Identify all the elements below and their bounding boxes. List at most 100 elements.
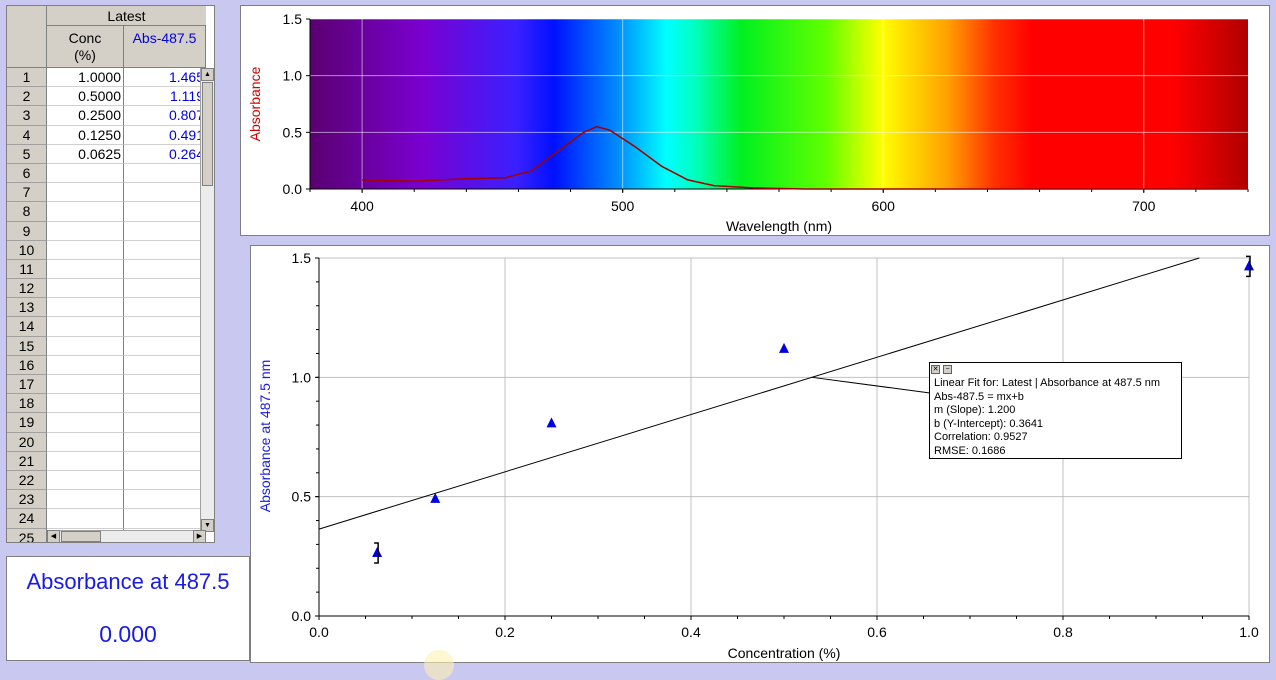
- conc-cell[interactable]: 0.2500: [47, 106, 124, 126]
- row-number[interactable]: 4: [7, 125, 47, 145]
- conc-cell[interactable]: [47, 317, 124, 337]
- row-number[interactable]: 1: [7, 68, 47, 88]
- abs-cell[interactable]: [124, 260, 206, 280]
- table-row[interactable]: 8: [7, 202, 206, 222]
- row-number[interactable]: 17: [7, 375, 47, 395]
- table-row[interactable]: 10: [7, 240, 206, 260]
- table-row[interactable]: 16: [7, 355, 206, 375]
- minimize-icon[interactable]: −: [943, 365, 952, 374]
- abs-cell[interactable]: [124, 471, 206, 491]
- row-number[interactable]: 23: [7, 490, 47, 510]
- table-row[interactable]: 24: [7, 509, 206, 529]
- conc-cell[interactable]: [47, 298, 124, 318]
- table-row[interactable]: 14: [7, 317, 206, 337]
- table-row[interactable]: 12: [7, 279, 206, 299]
- abs-cell[interactable]: 0.491: [124, 126, 206, 145]
- table-row[interactable]: 9: [7, 221, 206, 241]
- data-point[interactable]: [1244, 260, 1254, 271]
- conc-cell[interactable]: [47, 490, 124, 510]
- conc-cell[interactable]: 0.5000: [47, 87, 124, 107]
- conc-cell[interactable]: [47, 470, 124, 491]
- conc-cell[interactable]: [47, 279, 124, 299]
- table-row[interactable]: 25: [7, 528, 206, 542]
- row-number[interactable]: 16: [7, 355, 47, 375]
- row-number[interactable]: 3: [7, 106, 47, 126]
- row-number[interactable]: 20: [7, 432, 47, 452]
- row-number[interactable]: 9: [7, 221, 47, 241]
- row-number[interactable]: 12: [7, 279, 47, 299]
- table-row[interactable]: 22: [7, 470, 206, 491]
- conc-cell[interactable]: 0.1250: [47, 125, 124, 145]
- abs-cell[interactable]: [124, 452, 206, 471]
- table-row[interactable]: 21: [7, 451, 206, 471]
- horizontal-scroll-thumb[interactable]: [61, 531, 101, 542]
- conc-cell[interactable]: [47, 394, 124, 414]
- conc-cell[interactable]: [47, 221, 124, 241]
- beer-law-graph[interactable]: 0.0 0.2 0.4 0.6 0.8 1.0 0.0 0.5 1.0 1.5 Concentra…: [251, 246, 1271, 664]
- row-number[interactable]: 8: [7, 202, 47, 222]
- close-icon[interactable]: ✕: [931, 365, 940, 374]
- row-number[interactable]: 13: [7, 298, 47, 318]
- table-row[interactable]: 17: [7, 375, 206, 395]
- abs-cell[interactable]: [124, 164, 206, 184]
- abs-cell[interactable]: 1.119: [124, 87, 206, 107]
- scroll-right-arrow-icon[interactable]: ▶: [193, 530, 206, 542]
- row-number[interactable]: 10: [7, 240, 47, 260]
- conc-cell[interactable]: [47, 183, 124, 203]
- absorbance-meter[interactable]: Absorbance at 487.5 0.000: [6, 556, 250, 661]
- table-row[interactable]: 13: [7, 298, 206, 318]
- table-row[interactable]: 11: [7, 259, 206, 280]
- row-number[interactable]: 14: [7, 317, 47, 337]
- table-row[interactable]: 4 0.1250 0.491: [7, 125, 206, 145]
- abs-column-header[interactable]: Abs-487.5: [124, 26, 206, 68]
- abs-cell[interactable]: [124, 202, 206, 222]
- data-point[interactable]: [779, 342, 789, 353]
- linear-fit-annotation[interactable]: ✕ − Linear Fit for: Latest | Absorbance …: [929, 362, 1182, 459]
- conc-cell[interactable]: [47, 413, 124, 433]
- row-number[interactable]: 2: [7, 87, 47, 107]
- table-row[interactable]: 15: [7, 336, 206, 356]
- abs-cell[interactable]: [124, 394, 206, 414]
- abs-cell[interactable]: 0.264: [124, 145, 206, 164]
- conc-cell[interactable]: [47, 336, 124, 356]
- conc-cell[interactable]: [47, 202, 124, 222]
- row-number[interactable]: 5: [7, 144, 47, 164]
- row-number[interactable]: 21: [7, 451, 47, 471]
- row-number[interactable]: 25: [7, 528, 47, 542]
- horizontal-scrollbar[interactable]: ◀ ▶: [47, 530, 206, 542]
- table-row[interactable]: 23: [7, 490, 206, 510]
- vertical-scrollbar[interactable]: ▲ ▼: [200, 68, 214, 532]
- abs-cell[interactable]: [124, 356, 206, 375]
- abs-cell[interactable]: [124, 222, 206, 241]
- table-row[interactable]: 1 1.0000 1.465: [7, 68, 206, 88]
- abs-cell[interactable]: [124, 509, 206, 529]
- abs-cell[interactable]: [124, 183, 206, 203]
- scroll-up-arrow-icon[interactable]: ▲: [201, 68, 214, 81]
- conc-cell[interactable]: 1.0000: [47, 68, 124, 88]
- row-number[interactable]: 24: [7, 509, 47, 529]
- scroll-left-arrow-icon[interactable]: ◀: [47, 530, 60, 542]
- conc-cell[interactable]: [47, 509, 124, 529]
- table-row[interactable]: 6: [7, 163, 206, 184]
- conc-column-header[interactable]: Conc (%): [47, 26, 124, 68]
- abs-cell[interactable]: [124, 433, 206, 452]
- row-number[interactable]: 18: [7, 394, 47, 414]
- conc-cell[interactable]: [47, 240, 124, 260]
- data-point[interactable]: [430, 492, 441, 503]
- data-point[interactable]: [546, 417, 557, 428]
- table-row[interactable]: 19: [7, 413, 206, 433]
- conc-cell[interactable]: 0.0625: [47, 144, 124, 164]
- conc-cell[interactable]: [47, 432, 124, 452]
- abs-cell[interactable]: [124, 375, 206, 395]
- abs-cell[interactable]: [124, 337, 206, 356]
- data-point[interactable]: [372, 546, 383, 557]
- abs-cell[interactable]: 1.465: [124, 68, 206, 88]
- row-number[interactable]: 11: [7, 259, 47, 280]
- row-number[interactable]: 22: [7, 470, 47, 491]
- row-number[interactable]: 6: [7, 163, 47, 184]
- data-table[interactable]: Latest Conc (%) Abs-487.5 1 1.0000 1.465 2 0…: [6, 5, 215, 543]
- vertical-scroll-thumb[interactable]: [202, 82, 213, 186]
- abs-cell[interactable]: [124, 317, 206, 337]
- conc-cell[interactable]: [47, 259, 124, 280]
- abs-cell[interactable]: 0.807: [124, 106, 206, 126]
